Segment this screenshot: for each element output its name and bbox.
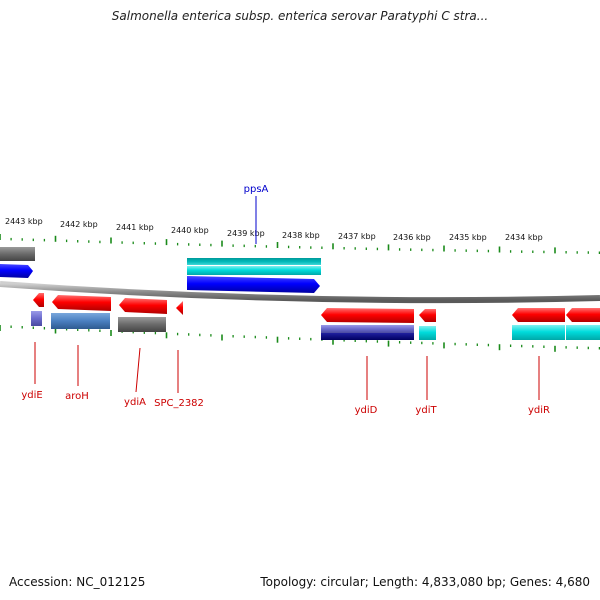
gene-arrow-blue[interactable] <box>0 264 33 278</box>
scale-label: 2438 kbp <box>282 231 320 240</box>
scale-label: 2443 kbp <box>5 217 43 226</box>
cds-feature-steel[interactable] <box>51 313 110 329</box>
genome-backbone <box>0 281 600 304</box>
scale-label: 2442 kbp <box>60 220 98 229</box>
gene-label-SPC_2382[interactable]: SPC_2382 <box>154 398 204 409</box>
cds-track-top[interactable] <box>0 247 321 275</box>
scale-label: 2440 kbp <box>171 226 209 235</box>
gene-label-ydiD[interactable]: ydiD <box>355 405 378 416</box>
gene-arrow-ydiE[interactable] <box>33 293 44 307</box>
gene-arrow-ydiD[interactable] <box>321 308 414 323</box>
gene-label-ydiA[interactable]: ydiA <box>124 397 146 408</box>
page-title: Salmonella enterica subsp. enterica sero… <box>111 9 489 23</box>
cds-feature-gray[interactable] <box>0 247 35 261</box>
scale-ruler-bottom <box>0 325 600 352</box>
cds-feature-purple[interactable] <box>31 311 42 326</box>
scale-ruler-top <box>0 234 600 254</box>
gene-arrow-ydiR-next[interactable] <box>566 308 600 322</box>
gene-arrow-ydiR[interactable] <box>512 308 565 322</box>
scale-label: 2436 kbp <box>393 233 431 242</box>
gene-arrow-ydiT[interactable] <box>419 309 436 322</box>
cds-feature-teal[interactable] <box>187 258 321 265</box>
cds-feature-cyan[interactable] <box>187 266 321 275</box>
cds-feature-purple[interactable] <box>321 325 414 333</box>
gene-labels: ppsA ydiE aroH ydiA SPC_2382 ydiD ydiT y… <box>21 184 550 416</box>
cds-feature-cyan[interactable] <box>419 326 436 340</box>
gene-arrow-ydiA[interactable] <box>119 298 167 314</box>
cds-feature-gray[interactable] <box>118 317 166 332</box>
gene-track-top[interactable] <box>0 264 320 293</box>
gene-arrow-ppsA[interactable] <box>187 276 320 293</box>
scale-label: 2439 kbp <box>227 229 265 238</box>
gene-label-ydiR[interactable]: ydiR <box>528 405 550 416</box>
cds-feature-navy[interactable] <box>321 333 414 340</box>
accession-text: Accession: NC_012125 <box>9 575 146 589</box>
topology-summary: Topology: circular; Length: 4,833,080 bp… <box>260 575 590 589</box>
cds-feature-cyan[interactable] <box>566 325 600 340</box>
gene-arrow-aroH[interactable] <box>52 295 111 311</box>
cds-track-bottom[interactable] <box>31 311 600 340</box>
scale-label: 2434 kbp <box>505 233 543 242</box>
gene-arrow-SPC_2382[interactable] <box>176 301 183 315</box>
scale-label: 2437 kbp <box>338 232 376 241</box>
gene-track-bottom[interactable] <box>33 293 600 323</box>
leader-ydiA <box>135 347 141 393</box>
cds-feature-cyan[interactable] <box>512 325 565 340</box>
scale-labels: 2443 kbp 2442 kbp 2441 kbp 2440 kbp 2439… <box>5 217 543 242</box>
scale-label: 2435 kbp <box>449 233 487 242</box>
gene-label-ppsA[interactable]: ppsA <box>244 184 269 195</box>
gene-label-aroH[interactable]: aroH <box>65 391 89 402</box>
label-leaders <box>34 196 540 400</box>
gene-label-ydiT[interactable]: ydiT <box>415 405 437 416</box>
scale-label: 2441 kbp <box>116 223 154 232</box>
gene-label-ydiE[interactable]: ydiE <box>21 390 42 401</box>
